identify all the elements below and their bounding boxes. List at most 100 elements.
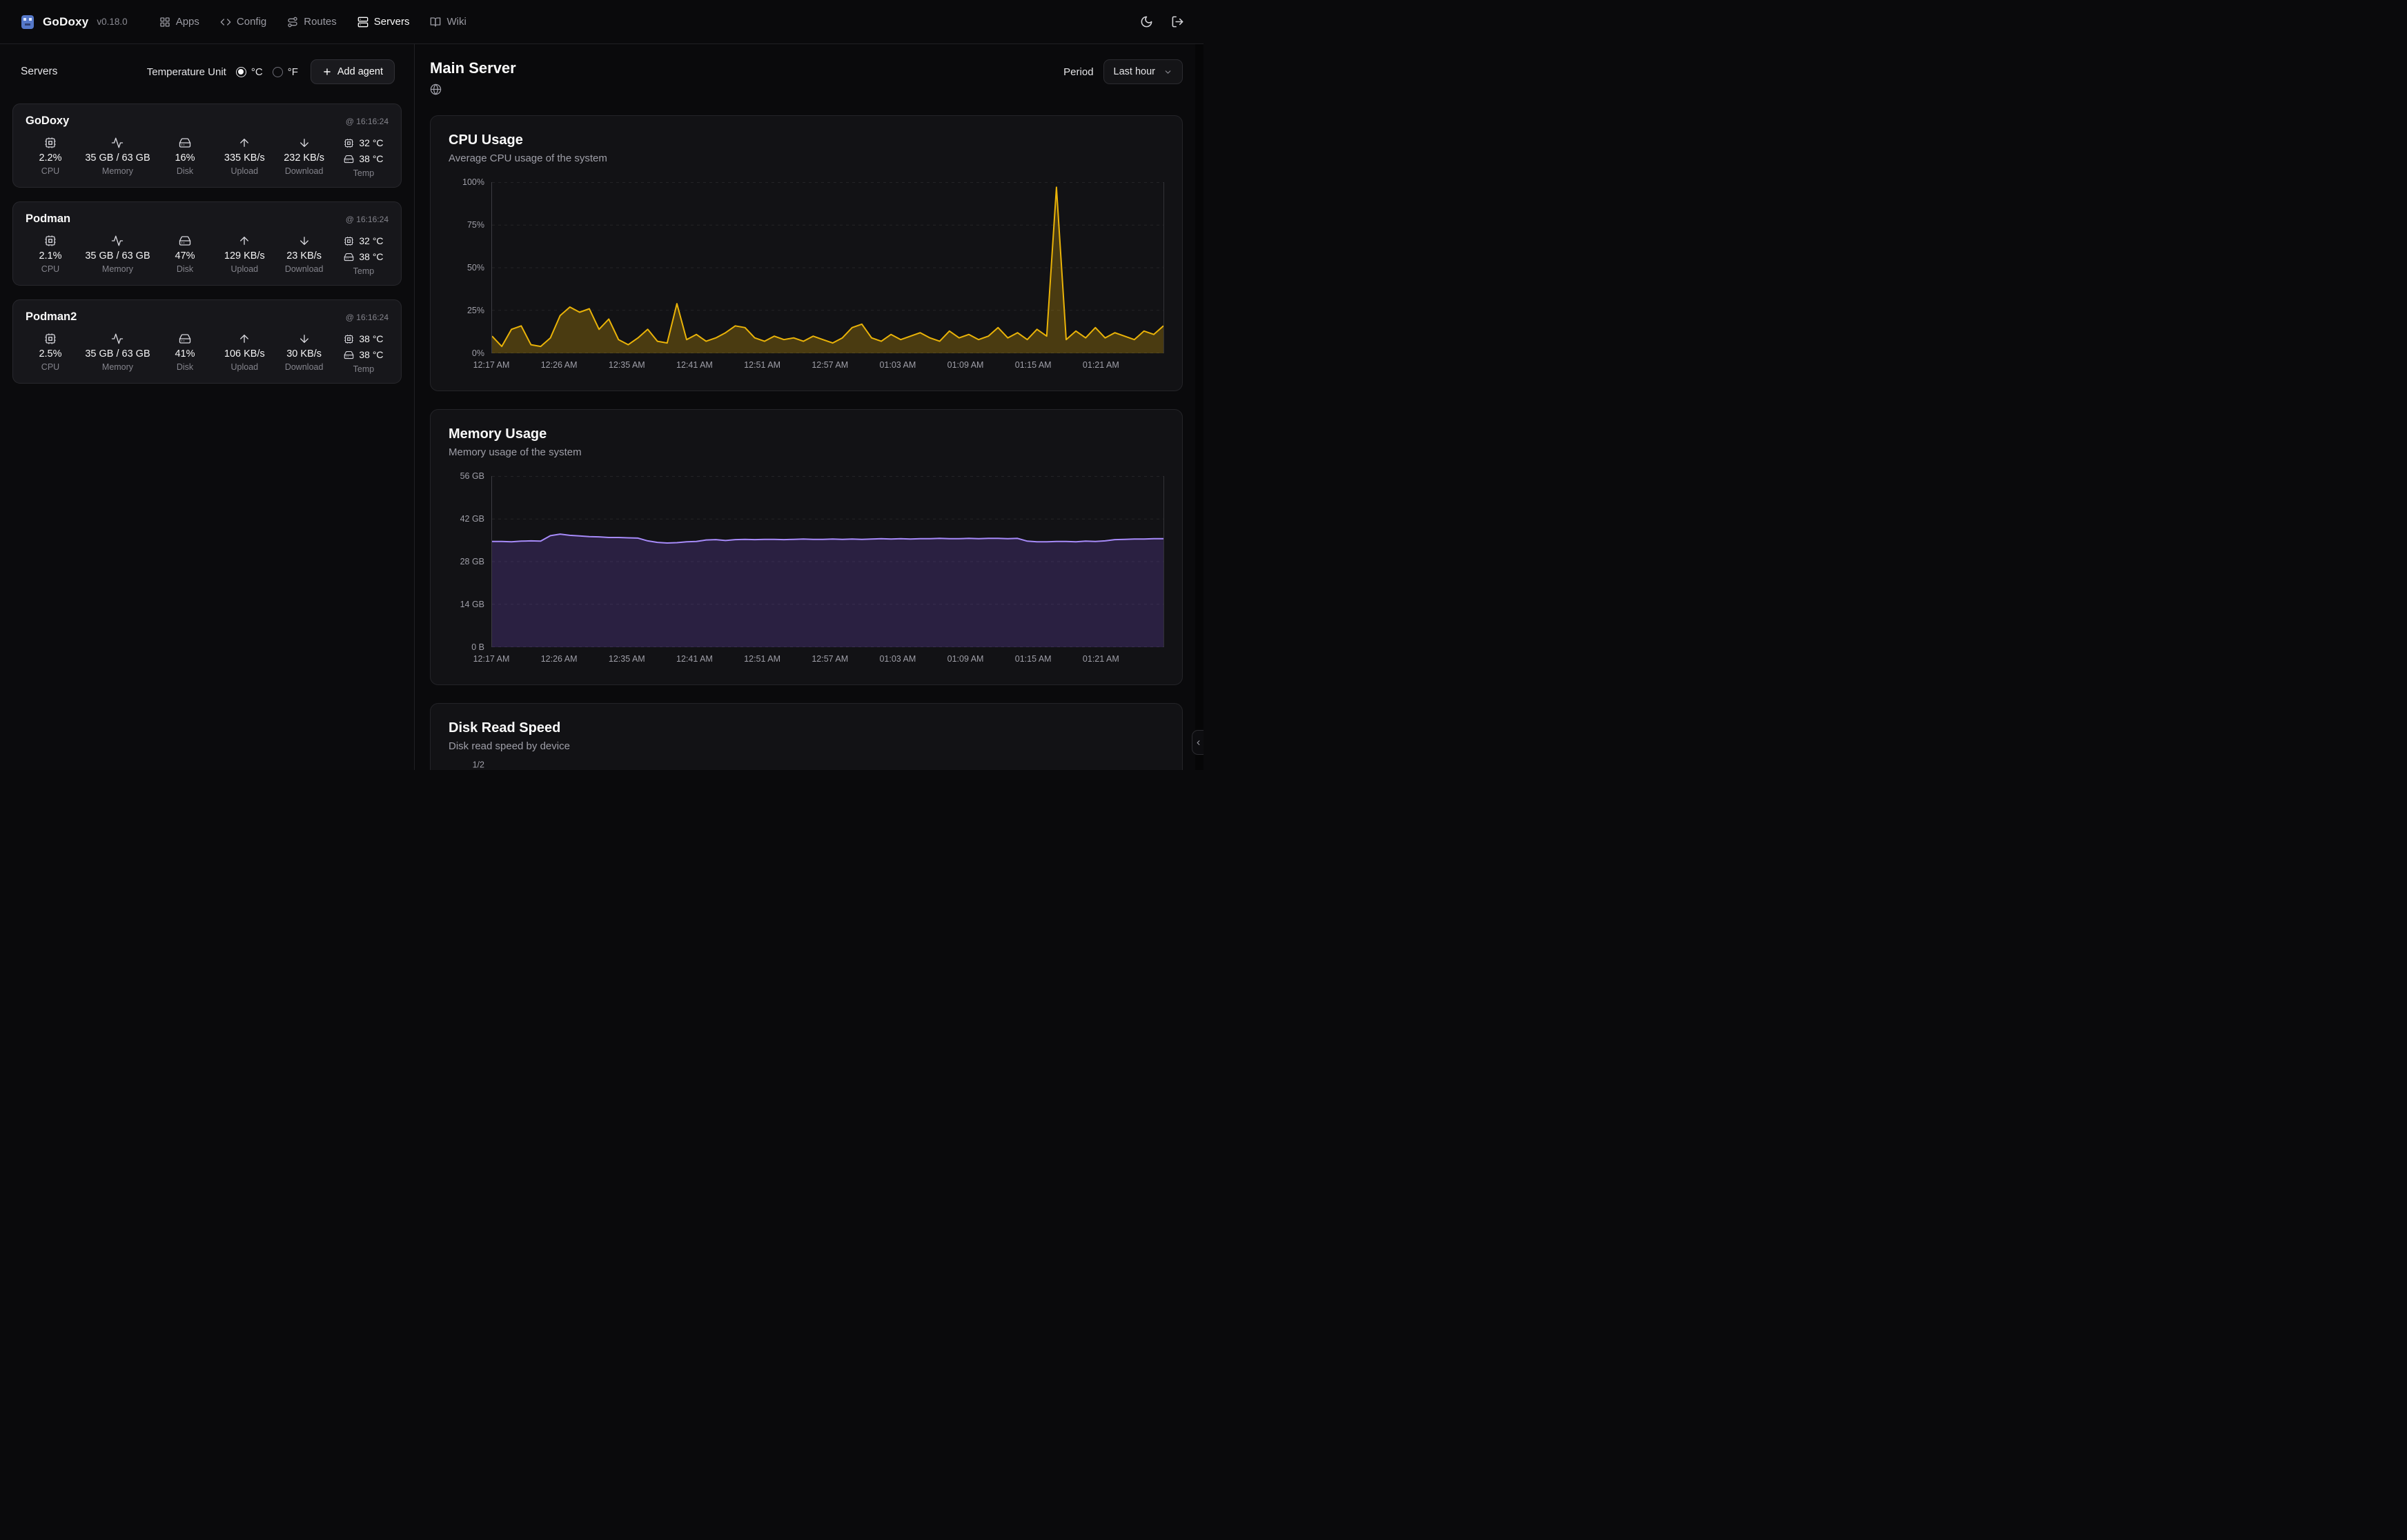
stat-label: Temp: [353, 364, 375, 374]
stat-cpu: 2.2% CPU: [26, 136, 75, 178]
y-tick-label: 25%: [466, 305, 484, 315]
x-axis: 12:17 AM 12:26 AM 12:35 AM 12:41 AM 12:51 AM…: [473, 353, 1164, 374]
right-scroll-gutter[interactable]: [1195, 44, 1204, 770]
x-tick-label: 12:51 AM: [744, 654, 781, 664]
brand-version: v0.18.0: [97, 17, 128, 27]
cpu-chip-icon: [344, 136, 354, 150]
add-agent-button[interactable]: Add agent: [310, 59, 395, 84]
stat-label: CPU: [41, 166, 60, 176]
temp-unit-celsius-option[interactable]: °C: [235, 66, 263, 78]
temperature-unit-group: Temperature Unit °C °F: [147, 66, 298, 78]
logout-icon[interactable]: [1171, 15, 1184, 28]
stat-label: Download: [284, 362, 324, 372]
cpu-chip-icon: [344, 332, 354, 346]
code-icon: [220, 17, 231, 28]
globe-icon: [430, 83, 442, 95]
nav-item-apps[interactable]: Apps: [159, 16, 199, 28]
sidebar-title: Servers: [21, 66, 58, 77]
temperature-unit-label: Temperature Unit: [146, 66, 226, 78]
temp-cpu-value: 32 °C: [359, 235, 384, 246]
y-tick-label: 28 GB: [460, 556, 484, 566]
wiki-book-icon: [430, 17, 441, 28]
moon-icon[interactable]: [1140, 15, 1153, 28]
nav-item-wiki[interactable]: Wiki: [430, 16, 466, 28]
server-name: GoDoxy: [26, 115, 70, 127]
y-axis: 56 GB 42 GB 28 GB 14 GB 0 B: [449, 471, 491, 652]
x-tick-label: 12:17 AM: [473, 654, 510, 664]
nav-label-apps: Apps: [175, 16, 199, 28]
nav-item-config[interactable]: Config: [220, 16, 266, 28]
stat-label: Temp: [353, 266, 375, 276]
stat-temp: 32 °C 38 °C Temp: [339, 234, 389, 276]
stat-value: 35 GB / 63 GB: [85, 250, 150, 261]
main-content: Main Server Period Last hour CPU Usage A…: [415, 44, 1204, 770]
disk-drive-icon: [179, 136, 191, 150]
cpu-chip-icon: [344, 234, 354, 248]
godoxy-logo: [19, 14, 36, 30]
memory-activity-icon: [111, 136, 124, 150]
x-tick-label: 12:41 AM: [676, 360, 713, 370]
server-card-podman2[interactable]: Podman2 @ 16:16:24 2.5% CPU 35 GB / 63 G…: [12, 299, 402, 384]
x-axis: 12:17 AM 12:26 AM 12:35 AM 12:41 AM 12:51 AM…: [473, 647, 1164, 668]
radio-celsius[interactable]: [235, 66, 246, 77]
y-tick-label: 75%: [466, 219, 484, 230]
stat-value: 16%: [175, 152, 195, 164]
top-navbar: GoDoxy v0.18.0 Apps Config Routes Serv: [0, 0, 1204, 44]
stat-temp: 38 °C 38 °C Temp: [339, 332, 389, 374]
route-icon: [287, 17, 298, 28]
temp-disk-value: 38 °C: [359, 349, 384, 360]
memory-usage-chart-card: Memory Usage Memory usage of the system …: [430, 409, 1183, 685]
nav-label-servers: Servers: [373, 16, 410, 28]
x-tick-label: 01:03 AM: [879, 360, 916, 370]
stat-temp: 32 °C 38 °C Temp: [339, 136, 389, 178]
y-tick-label: 56 GB: [460, 471, 484, 481]
disk-read-chart-card: Disk Read Speed Disk read speed by devic…: [430, 703, 1183, 770]
memory-activity-icon: [111, 234, 124, 248]
temp-unit-fahrenheit-option[interactable]: °F: [272, 66, 298, 78]
disk-drive-icon: [344, 348, 354, 362]
radio-fahrenheit[interactable]: [272, 66, 283, 77]
servers-sidebar: Servers Temperature Unit °C °F: [0, 44, 415, 770]
x-tick-label: 12:17 AM: [473, 360, 510, 370]
chevron-down-icon: [1163, 68, 1172, 77]
panel-collapse-handle[interactable]: [1192, 730, 1204, 755]
stat-label: Memory: [101, 166, 134, 176]
disk-drive-icon: [179, 332, 191, 346]
period-select[interactable]: Last hour: [1103, 59, 1183, 84]
y-axis: 100% 75% 50% 25% 0%: [449, 177, 491, 358]
brand-name: GoDoxy: [43, 14, 89, 28]
download-arrow-icon: [298, 332, 311, 346]
plot-area[interactable]: [491, 476, 1164, 647]
disk-drive-icon: [344, 250, 354, 264]
y-tick-label: 50%: [466, 262, 484, 273]
nav-item-servers[interactable]: Servers: [357, 16, 410, 28]
upload-arrow-icon: [238, 136, 250, 150]
server-card-podman[interactable]: Podman @ 16:16:24 2.1% CPU 35 GB / 63 GB…: [12, 201, 402, 286]
stat-upload: 335 KB/s Upload: [219, 136, 269, 178]
temp-cpu-value: 32 °C: [359, 137, 384, 148]
stat-cpu: 2.1% CPU: [26, 234, 75, 276]
plot-area[interactable]: [491, 182, 1164, 353]
x-tick-label: 12:41 AM: [676, 654, 713, 664]
stat-label: Temp: [353, 168, 375, 178]
server-timestamp: @ 16:16:24: [345, 117, 389, 126]
navbar-actions: [1140, 15, 1184, 28]
stat-label: Memory: [101, 264, 134, 274]
stat-label: CPU: [41, 264, 60, 274]
x-tick-label: 12:51 AM: [744, 360, 781, 370]
page-title: Main Server: [430, 59, 516, 77]
chart-title: CPU Usage: [449, 132, 523, 148]
nav-item-routes[interactable]: Routes: [287, 16, 337, 28]
server-icon: [357, 17, 369, 28]
x-tick-label: 01:21 AM: [1082, 360, 1119, 370]
temp-cpu-value: 38 °C: [359, 333, 384, 344]
x-tick-label: 12:35 AM: [608, 654, 645, 664]
stat-label: Download: [284, 264, 324, 274]
stat-label: Disk: [176, 264, 194, 274]
stat-label: Upload: [230, 362, 259, 372]
stat-value: 232 KB/s: [284, 152, 325, 164]
stat-memory: 35 GB / 63 GB Memory: [85, 332, 150, 374]
server-card-godoxy[interactable]: GoDoxy @ 16:16:24 2.2% CPU 35 GB / 63 GB…: [12, 103, 402, 188]
x-tick-label: 01:09 AM: [947, 654, 984, 664]
stat-disk: 41% Disk: [160, 332, 210, 374]
